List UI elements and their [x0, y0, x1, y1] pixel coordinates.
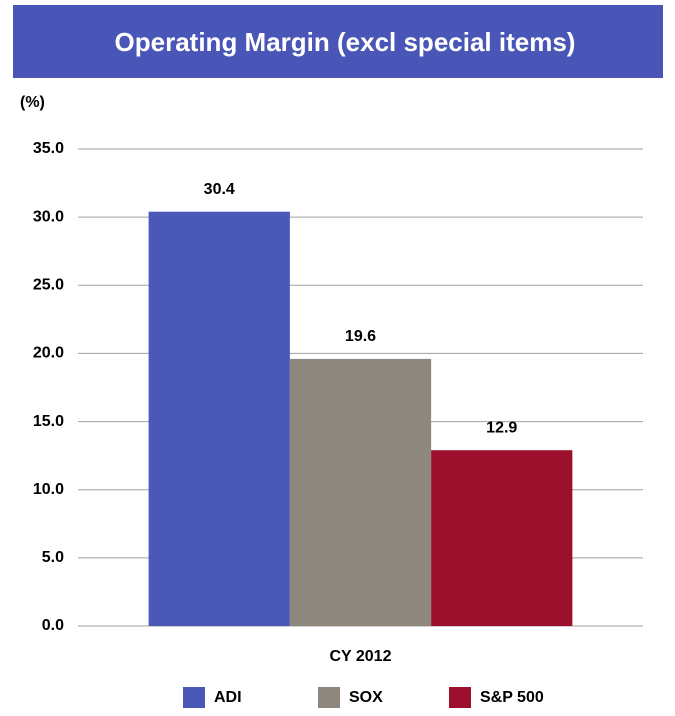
y-axis-label: (%) — [20, 94, 45, 111]
bar — [289, 358, 432, 626]
legend-label: SOX — [349, 689, 383, 706]
legend-label: ADI — [214, 689, 242, 706]
legend-label: S&P 500 — [480, 689, 544, 706]
y-tick-label: 35.0 — [33, 140, 64, 157]
title-banner — [13, 5, 663, 78]
value-label: 19.6 — [345, 328, 376, 345]
bar — [431, 450, 573, 626]
value-label: 30.4 — [204, 181, 235, 198]
chart-title: Operating Margin (excl special items) — [115, 27, 576, 57]
y-tick-label: 5.0 — [42, 549, 64, 566]
legend-swatch — [318, 687, 340, 708]
y-tick-label: 15.0 — [33, 413, 64, 430]
legend-swatch — [183, 687, 205, 708]
y-tick-label: 10.0 — [33, 481, 64, 498]
legend-swatch — [449, 687, 471, 708]
y-tick-label: 25.0 — [33, 277, 64, 294]
bar — [148, 211, 290, 627]
y-tick-label: 0.0 — [42, 617, 64, 634]
y-tick-label: 30.0 — [33, 208, 64, 225]
x-tick-label: CY 2012 — [330, 648, 392, 665]
value-label: 12.9 — [486, 419, 517, 436]
y-tick-label: 20.0 — [33, 345, 64, 362]
